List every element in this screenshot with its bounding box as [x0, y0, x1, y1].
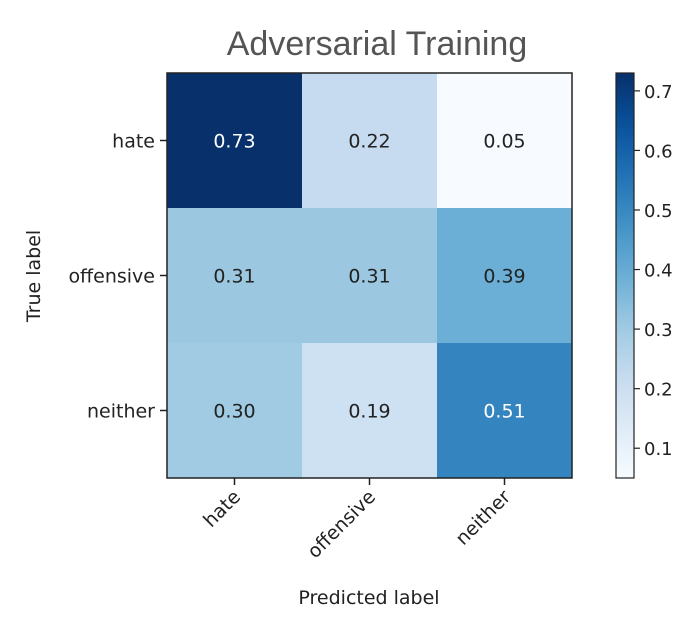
cell-value-label: 0.73: [213, 131, 255, 153]
heatmap-cell: [167, 208, 302, 343]
colorbar-tick-label: 0.7: [644, 82, 673, 103]
heatmap-cell: [437, 343, 572, 478]
colorbar-tick-label: 0.5: [644, 201, 673, 222]
cell-value-label: 0.31: [213, 266, 255, 288]
x-axis-label: Predicted label: [298, 587, 439, 609]
heatmap-cell: [437, 208, 572, 343]
y-axis-label: True label: [23, 230, 45, 323]
matrix-grid: 0.73 0.22 0.05 0.31 0.31 0.39 0.30 0.19 0.51: [166, 72, 573, 479]
cell-value-label: 0.19: [348, 401, 390, 423]
heatmap-cell: [302, 73, 437, 208]
colorbar-tick-label: 0.2: [644, 380, 673, 401]
x-axis-ticks: hate offensive neither: [199, 478, 515, 563]
cell-value-label: 0.51: [483, 401, 525, 423]
x-tick-label: hate: [199, 486, 245, 532]
colorbar-gradient: [615, 72, 635, 479]
cell-value-label: 0.05: [483, 131, 525, 153]
heatmap-cell: [437, 73, 572, 208]
x-tick-label: neither: [451, 486, 515, 550]
colorbar-tick-label: 0.6: [644, 141, 673, 162]
cell-value-label: 0.31: [348, 266, 390, 288]
cell-value-label: 0.39: [483, 266, 525, 288]
cell-value-label: 0.22: [348, 131, 390, 153]
cell-value-label: 0.30: [213, 401, 255, 423]
heatmap-cell: [167, 73, 302, 208]
colorbar: 0.1 0.2 0.3 0.4 0.5 0.6 0.7: [615, 72, 673, 479]
colorbar-tick-label: 0.3: [644, 320, 673, 341]
heatmap-cell: [167, 343, 302, 478]
y-tick-label: neither: [87, 401, 155, 423]
y-tick-label: offensive: [68, 266, 155, 288]
x-tick-label: offensive: [303, 486, 380, 563]
colorbar-tick-label: 0.4: [644, 261, 673, 282]
y-axis-ticks: hate offensive neither: [68, 131, 167, 423]
colorbar-tick-label: 0.1: [644, 439, 673, 460]
chart-title: Adversarial Training: [227, 25, 527, 63]
heatmap-cell: [302, 208, 437, 343]
heatmap-cell: [302, 343, 437, 478]
y-tick-label: hate: [112, 131, 155, 153]
